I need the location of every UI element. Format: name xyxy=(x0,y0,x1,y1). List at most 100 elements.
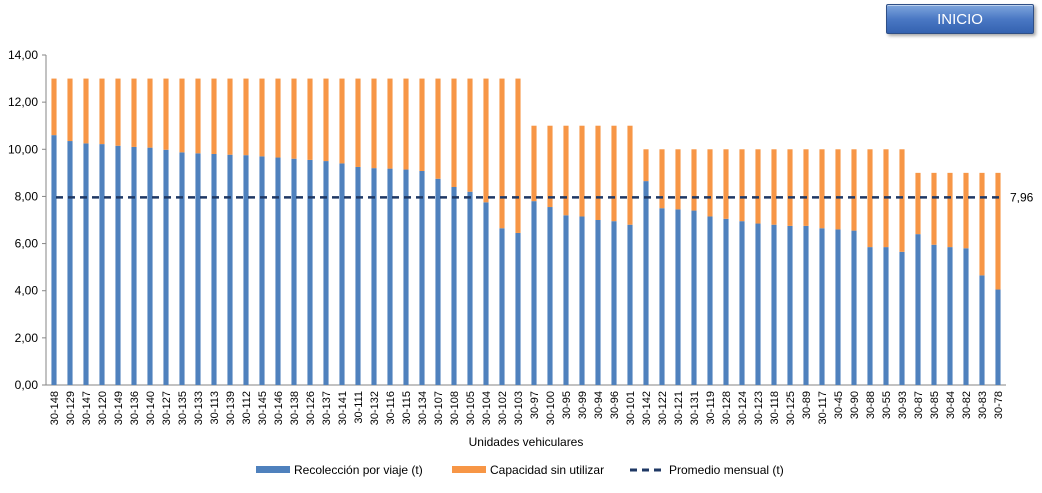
x-tick-label: 30-122 xyxy=(657,391,669,425)
bar-capacidad xyxy=(355,78,361,167)
bar-capacidad xyxy=(403,78,409,170)
y-tick-label: 14,00 xyxy=(8,48,38,62)
x-tick-label: 30-90 xyxy=(849,391,861,419)
bar-capacidad xyxy=(451,78,457,187)
bar-capacidad xyxy=(211,78,217,154)
bar-capacidad xyxy=(83,78,89,144)
bar-capacidad xyxy=(547,125,553,208)
bar-recoleccion xyxy=(291,158,297,385)
x-tick-label: 30-121 xyxy=(673,391,685,425)
bar-capacidad xyxy=(563,125,569,216)
x-tick-label: 30-45 xyxy=(833,391,845,419)
y-tick-label: 10,00 xyxy=(8,142,38,156)
bar-capacidad xyxy=(323,78,329,162)
y-tick-label: 12,00 xyxy=(8,95,38,109)
bar-recoleccion xyxy=(563,215,569,385)
x-tick-label: 30-134 xyxy=(417,391,429,425)
y-tick-label: 2,00 xyxy=(15,331,39,345)
x-tick-label: 30-129 xyxy=(65,391,77,425)
x-tick-label: 30-101 xyxy=(625,391,637,425)
bar-capacidad xyxy=(835,149,841,230)
bar-capacidad xyxy=(579,125,585,217)
bar-capacidad xyxy=(707,149,713,217)
x-tick-label: 30-125 xyxy=(785,391,797,425)
x-tick-label: 30-119 xyxy=(705,391,717,424)
bar-capacidad xyxy=(771,149,777,225)
x-tick-label: 30-148 xyxy=(49,391,61,425)
x-tick-label: 30-127 xyxy=(161,391,173,425)
bar-recoleccion xyxy=(611,221,617,385)
bar-recoleccion xyxy=(243,155,249,385)
x-tick-label: 30-126 xyxy=(305,391,317,425)
bar-recoleccion xyxy=(915,234,921,385)
x-tick-label: 30-123 xyxy=(753,391,765,425)
x-axis-title: Unidades vehiculares xyxy=(469,435,584,449)
y-tick-label: 4,00 xyxy=(15,284,39,298)
bar-recoleccion xyxy=(659,208,665,385)
bar-capacidad xyxy=(899,149,905,252)
x-tick-label: 30-107 xyxy=(433,391,445,425)
bar-recoleccion xyxy=(707,216,713,385)
x-tick-label: 30-84 xyxy=(945,391,957,419)
bar-capacidad xyxy=(675,149,681,210)
bar-recoleccion xyxy=(419,170,425,385)
bar-capacidad xyxy=(867,149,873,248)
x-tick-label: 30-149 xyxy=(113,391,125,425)
bar-recoleccion xyxy=(627,224,633,385)
bar-recoleccion xyxy=(467,191,473,385)
x-tick-label: 30-95 xyxy=(561,391,573,419)
average-value-label: 7,96 xyxy=(1010,190,1034,204)
bar-capacidad xyxy=(803,149,809,226)
bar-recoleccion xyxy=(195,153,201,385)
average-line-group: 7,96 xyxy=(56,190,1034,204)
inicio-button[interactable]: INICIO xyxy=(886,4,1034,34)
bar-capacidad xyxy=(179,78,185,153)
bar-recoleccion xyxy=(675,209,681,385)
bar-recoleccion xyxy=(803,225,809,385)
bar-capacidad xyxy=(387,78,393,169)
y-tick-label: 8,00 xyxy=(15,189,39,203)
x-tick-label: 30-104 xyxy=(481,391,493,425)
x-tick-label: 30-108 xyxy=(449,391,461,425)
bar-recoleccion xyxy=(979,275,985,385)
legend: Recolección por viaje (t) Capacidad sin … xyxy=(256,463,784,477)
bar-recoleccion xyxy=(275,157,281,385)
bar-recoleccion xyxy=(355,166,361,385)
x-tick-label: 30-111 xyxy=(353,391,365,424)
x-tick-label: 30-147 xyxy=(81,391,93,425)
x-tick-label: 30-113 xyxy=(209,391,221,424)
x-tick-label: 30-105 xyxy=(465,391,477,425)
bar-capacidad xyxy=(643,149,649,182)
bar-capacidad xyxy=(243,78,249,156)
legend-label-promedio: Promedio mensual (t) xyxy=(669,463,784,477)
bar-capacidad xyxy=(595,125,601,220)
x-tick-label: 30-136 xyxy=(129,391,141,425)
x-tick-label: 30-135 xyxy=(177,391,189,425)
x-tick-label: 30-94 xyxy=(593,391,605,419)
bar-recoleccion xyxy=(435,178,441,385)
x-tick-label: 30-118 xyxy=(769,391,781,424)
bar-recoleccion xyxy=(339,163,345,385)
bar-capacidad xyxy=(227,78,233,155)
bar-capacidad xyxy=(435,78,441,179)
bar-capacidad xyxy=(275,78,281,158)
bar-recoleccion xyxy=(499,228,505,385)
bar-recoleccion xyxy=(51,135,57,385)
bar-recoleccion xyxy=(771,224,777,385)
bar-capacidad xyxy=(611,125,617,222)
legend-label-recoleccion: Recolección por viaje (t) xyxy=(294,463,423,477)
x-tick-label: 30-93 xyxy=(897,391,909,419)
bar-recoleccion xyxy=(403,169,409,385)
x-tick-label: 30-89 xyxy=(801,391,813,419)
y-axis-ticks: 0,00 2,00 4,00 6,00 8,00 10,00 12,00 14,00 xyxy=(8,48,46,392)
bar-recoleccion xyxy=(131,146,137,385)
bar-capacidad xyxy=(259,78,265,157)
bar-recoleccion xyxy=(323,161,329,385)
bar-recoleccion xyxy=(115,145,121,385)
x-tick-label: 30-100 xyxy=(545,391,557,425)
bar-recoleccion xyxy=(451,187,457,385)
x-tick-label: 30-131 xyxy=(689,391,701,425)
x-tick-label: 30-97 xyxy=(529,391,541,419)
bar-capacidad xyxy=(147,78,153,148)
bar-recoleccion xyxy=(515,232,521,385)
